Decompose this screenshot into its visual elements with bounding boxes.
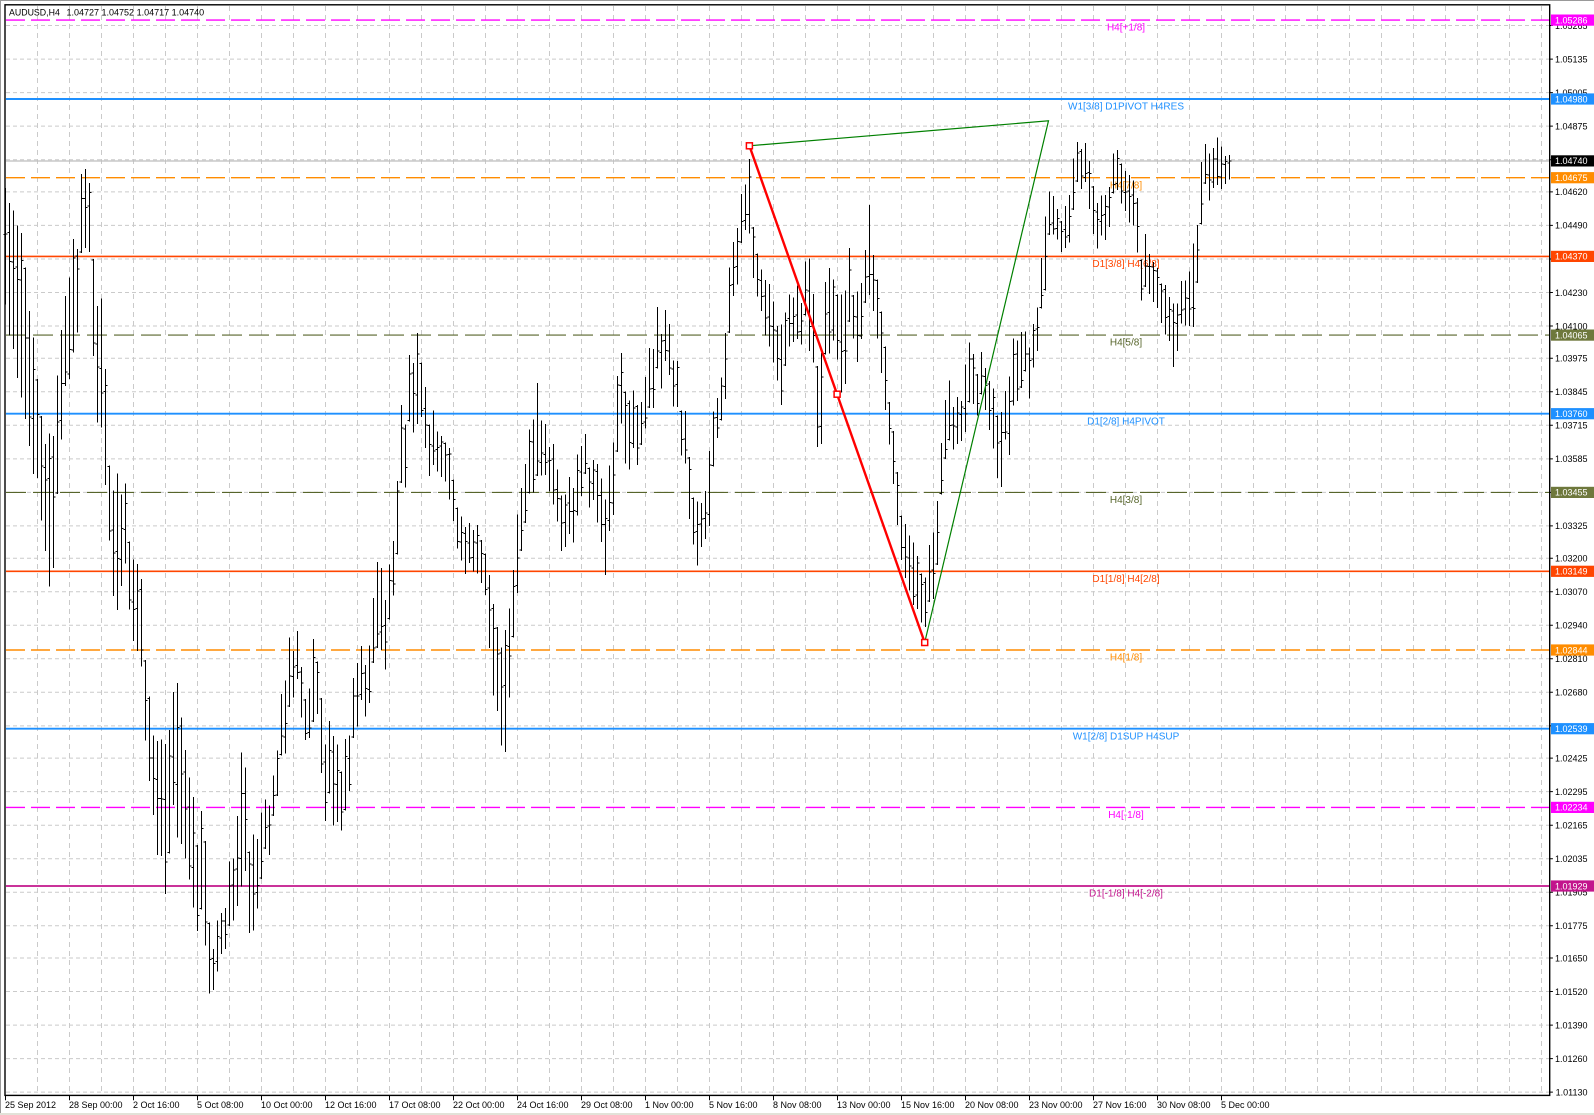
svg-text:1.02425: 1.02425: [1555, 753, 1588, 763]
svg-text:1.03070: 1.03070: [1555, 587, 1588, 597]
svg-text:1.03760: 1.03760: [1555, 409, 1588, 419]
svg-text:1.02844: 1.02844: [1555, 645, 1588, 655]
svg-text:1.02539: 1.02539: [1555, 724, 1588, 734]
svg-text:13 Nov 00:00: 13 Nov 00:00: [837, 1100, 891, 1110]
svg-text:29 Oct 08:00: 29 Oct 08:00: [581, 1100, 633, 1110]
svg-text:1.04100: 1.04100: [1555, 321, 1588, 331]
svg-text:1.05135: 1.05135: [1555, 54, 1588, 64]
svg-text:1.01390: 1.01390: [1555, 1020, 1588, 1030]
svg-text:10 Oct 00:00: 10 Oct 00:00: [261, 1100, 313, 1110]
svg-text:1.02295: 1.02295: [1555, 787, 1588, 797]
svg-text:D1[3/8] H4[6/8]: D1[3/8] H4[6/8]: [1092, 259, 1159, 270]
svg-text:1.01650: 1.01650: [1555, 953, 1588, 963]
svg-text:23 Nov 00:00: 23 Nov 00:00: [1029, 1100, 1083, 1110]
svg-text:1.01260: 1.01260: [1555, 1054, 1588, 1064]
svg-text:1.02810: 1.02810: [1555, 654, 1588, 664]
svg-text:1.04620: 1.04620: [1555, 187, 1588, 197]
svg-text:1.02035: 1.02035: [1555, 854, 1588, 864]
svg-text:1.05286: 1.05286: [1555, 15, 1588, 25]
svg-text:1.03200: 1.03200: [1555, 554, 1588, 564]
svg-text:1.02165: 1.02165: [1555, 821, 1588, 831]
svg-text:1.03845: 1.03845: [1555, 387, 1588, 397]
svg-text:D1[1/8] H4[2/8]: D1[1/8] H4[2/8]: [1092, 574, 1159, 585]
svg-text:1.02680: 1.02680: [1555, 688, 1588, 698]
svg-text:1.01929: 1.01929: [1555, 881, 1588, 891]
svg-text:1.04490: 1.04490: [1555, 221, 1588, 231]
svg-text:AUDUSD,H4: AUDUSD,H4: [9, 8, 60, 18]
svg-text:1.03149: 1.03149: [1555, 567, 1588, 577]
svg-text:25 Sep 2012: 25 Sep 2012: [5, 1100, 56, 1110]
svg-text:1.01520: 1.01520: [1555, 987, 1588, 997]
svg-text:20 Nov 08:00: 20 Nov 08:00: [965, 1100, 1019, 1110]
svg-text:1.01905: 1.01905: [1555, 888, 1588, 898]
svg-text:H4[7/8]: H4[7/8]: [1110, 180, 1142, 191]
svg-text:W1[3/8] D1PIVOT H4RES: W1[3/8] D1PIVOT H4RES: [1068, 102, 1184, 113]
svg-text:1.01775: 1.01775: [1555, 921, 1588, 931]
svg-text:H4[1/8]: H4[1/8]: [1110, 653, 1142, 664]
svg-text:1.04740: 1.04740: [1555, 156, 1588, 166]
svg-text:2 Oct 16:00: 2 Oct 16:00: [133, 1100, 180, 1110]
svg-text:1.05265: 1.05265: [1555, 21, 1588, 31]
svg-text:H4[-1/8]: H4[-1/8]: [1108, 810, 1144, 821]
svg-text:1.04727 1.04752 1.04717 1.0474: 1.04727 1.04752 1.04717 1.04740: [67, 8, 205, 18]
svg-text:5 Dec 00:00: 5 Dec 00:00: [1221, 1100, 1270, 1110]
svg-text:1.04675: 1.04675: [1555, 173, 1588, 183]
svg-text:1.02234: 1.02234: [1555, 803, 1588, 813]
svg-text:H4[5/8]: H4[5/8]: [1110, 338, 1142, 349]
svg-text:1.03715: 1.03715: [1555, 421, 1588, 431]
svg-text:1.03325: 1.03325: [1555, 521, 1588, 531]
svg-text:H4[+1/8]: H4[+1/8]: [1107, 23, 1145, 34]
svg-text:24 Oct 16:00: 24 Oct 16:00: [517, 1100, 569, 1110]
svg-text:1.05005: 1.05005: [1555, 88, 1588, 98]
svg-text:1.04065: 1.04065: [1555, 330, 1588, 340]
svg-text:1.03975: 1.03975: [1555, 354, 1588, 364]
svg-text:30 Nov 08:00: 30 Nov 08:00: [1157, 1100, 1211, 1110]
svg-text:12 Oct 16:00: 12 Oct 16:00: [325, 1100, 377, 1110]
svg-text:1.04370: 1.04370: [1555, 252, 1588, 262]
svg-text:W1[2/8] D1SUP H4SUP: W1[2/8] D1SUP H4SUP: [1073, 731, 1180, 742]
svg-text:1 Nov 00:00: 1 Nov 00:00: [645, 1100, 694, 1110]
svg-text:1.04230: 1.04230: [1555, 288, 1588, 298]
svg-text:D1[-1/8] H4[-2/8]: D1[-1/8] H4[-2/8]: [1089, 889, 1163, 900]
svg-text:28 Sep 00:00: 28 Sep 00:00: [69, 1100, 123, 1110]
svg-text:1.04875: 1.04875: [1555, 121, 1588, 131]
svg-text:5 Oct 08:00: 5 Oct 08:00: [197, 1100, 244, 1110]
svg-text:1.03585: 1.03585: [1555, 454, 1588, 464]
svg-text:17 Oct 08:00: 17 Oct 08:00: [389, 1100, 441, 1110]
svg-text:1.04980: 1.04980: [1555, 94, 1588, 104]
svg-text:1.01130: 1.01130: [1556, 1087, 1588, 1097]
svg-text:22 Oct 00:00: 22 Oct 00:00: [453, 1100, 505, 1110]
svg-text:D1[2/8] H4PIVOT: D1[2/8] H4PIVOT: [1087, 416, 1165, 427]
svg-text:8 Nov 08:00: 8 Nov 08:00: [773, 1100, 822, 1110]
svg-text:1.03455: 1.03455: [1555, 488, 1588, 498]
svg-text:5 Nov 16:00: 5 Nov 16:00: [709, 1100, 758, 1110]
svg-text:27 Nov 16:00: 27 Nov 16:00: [1093, 1100, 1147, 1110]
svg-text:1.02940: 1.02940: [1555, 621, 1588, 631]
svg-text:H4[3/8]: H4[3/8]: [1110, 495, 1142, 506]
svg-text:15 Nov 16:00: 15 Nov 16:00: [901, 1100, 955, 1110]
